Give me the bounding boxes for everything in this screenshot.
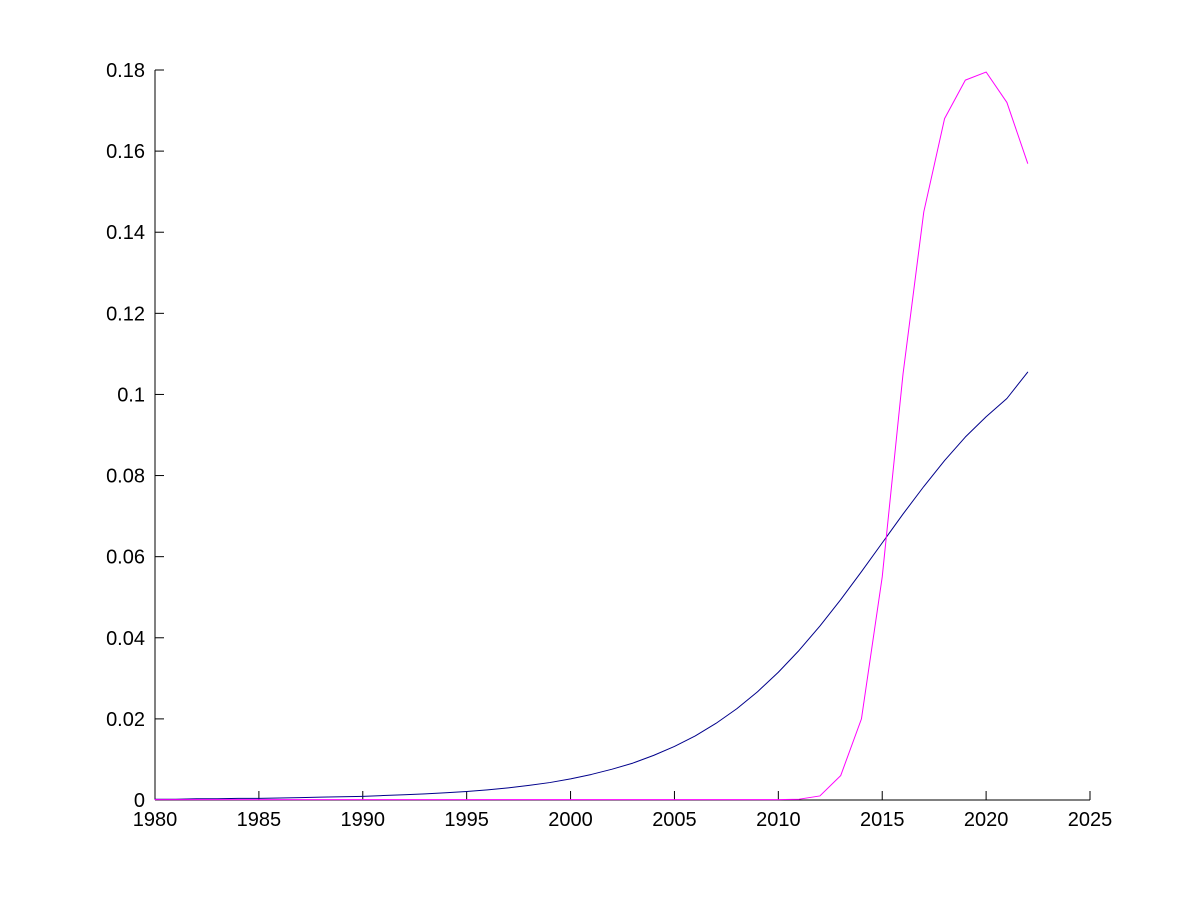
x-tick-label: 1995 [444, 809, 489, 831]
x-tick-label: 2015 [860, 809, 905, 831]
y-tick-label: 0.08 [106, 466, 145, 488]
x-tick-label: 1980 [133, 809, 178, 831]
y-tick-label: 0.06 [106, 547, 145, 569]
x-tick-label: 2010 [756, 809, 801, 831]
y-tick-label: 0.04 [106, 628, 145, 650]
y-tick-label: 0.12 [106, 303, 145, 325]
y-tick-label: 0 [134, 790, 145, 812]
x-tick-label: 1985 [237, 809, 282, 831]
x-tick-label: 2000 [548, 809, 593, 831]
series-steep-rise-line [154, 71, 1029, 801]
x-tick-label: 2005 [652, 809, 697, 831]
y-tick-label: 0.02 [106, 709, 145, 731]
x-tick-label: 2025 [1068, 809, 1113, 831]
y-tick-label: 0.14 [106, 222, 145, 244]
y-tick-label: 0.16 [106, 141, 145, 163]
x-tick-label: 1990 [341, 809, 386, 831]
y-tick-label: 0.18 [106, 60, 145, 82]
series-smooth-growth-line [154, 371, 1029, 800]
x-tick-label: 2020 [964, 809, 1009, 831]
y-tick-label: 0.1 [117, 384, 145, 406]
